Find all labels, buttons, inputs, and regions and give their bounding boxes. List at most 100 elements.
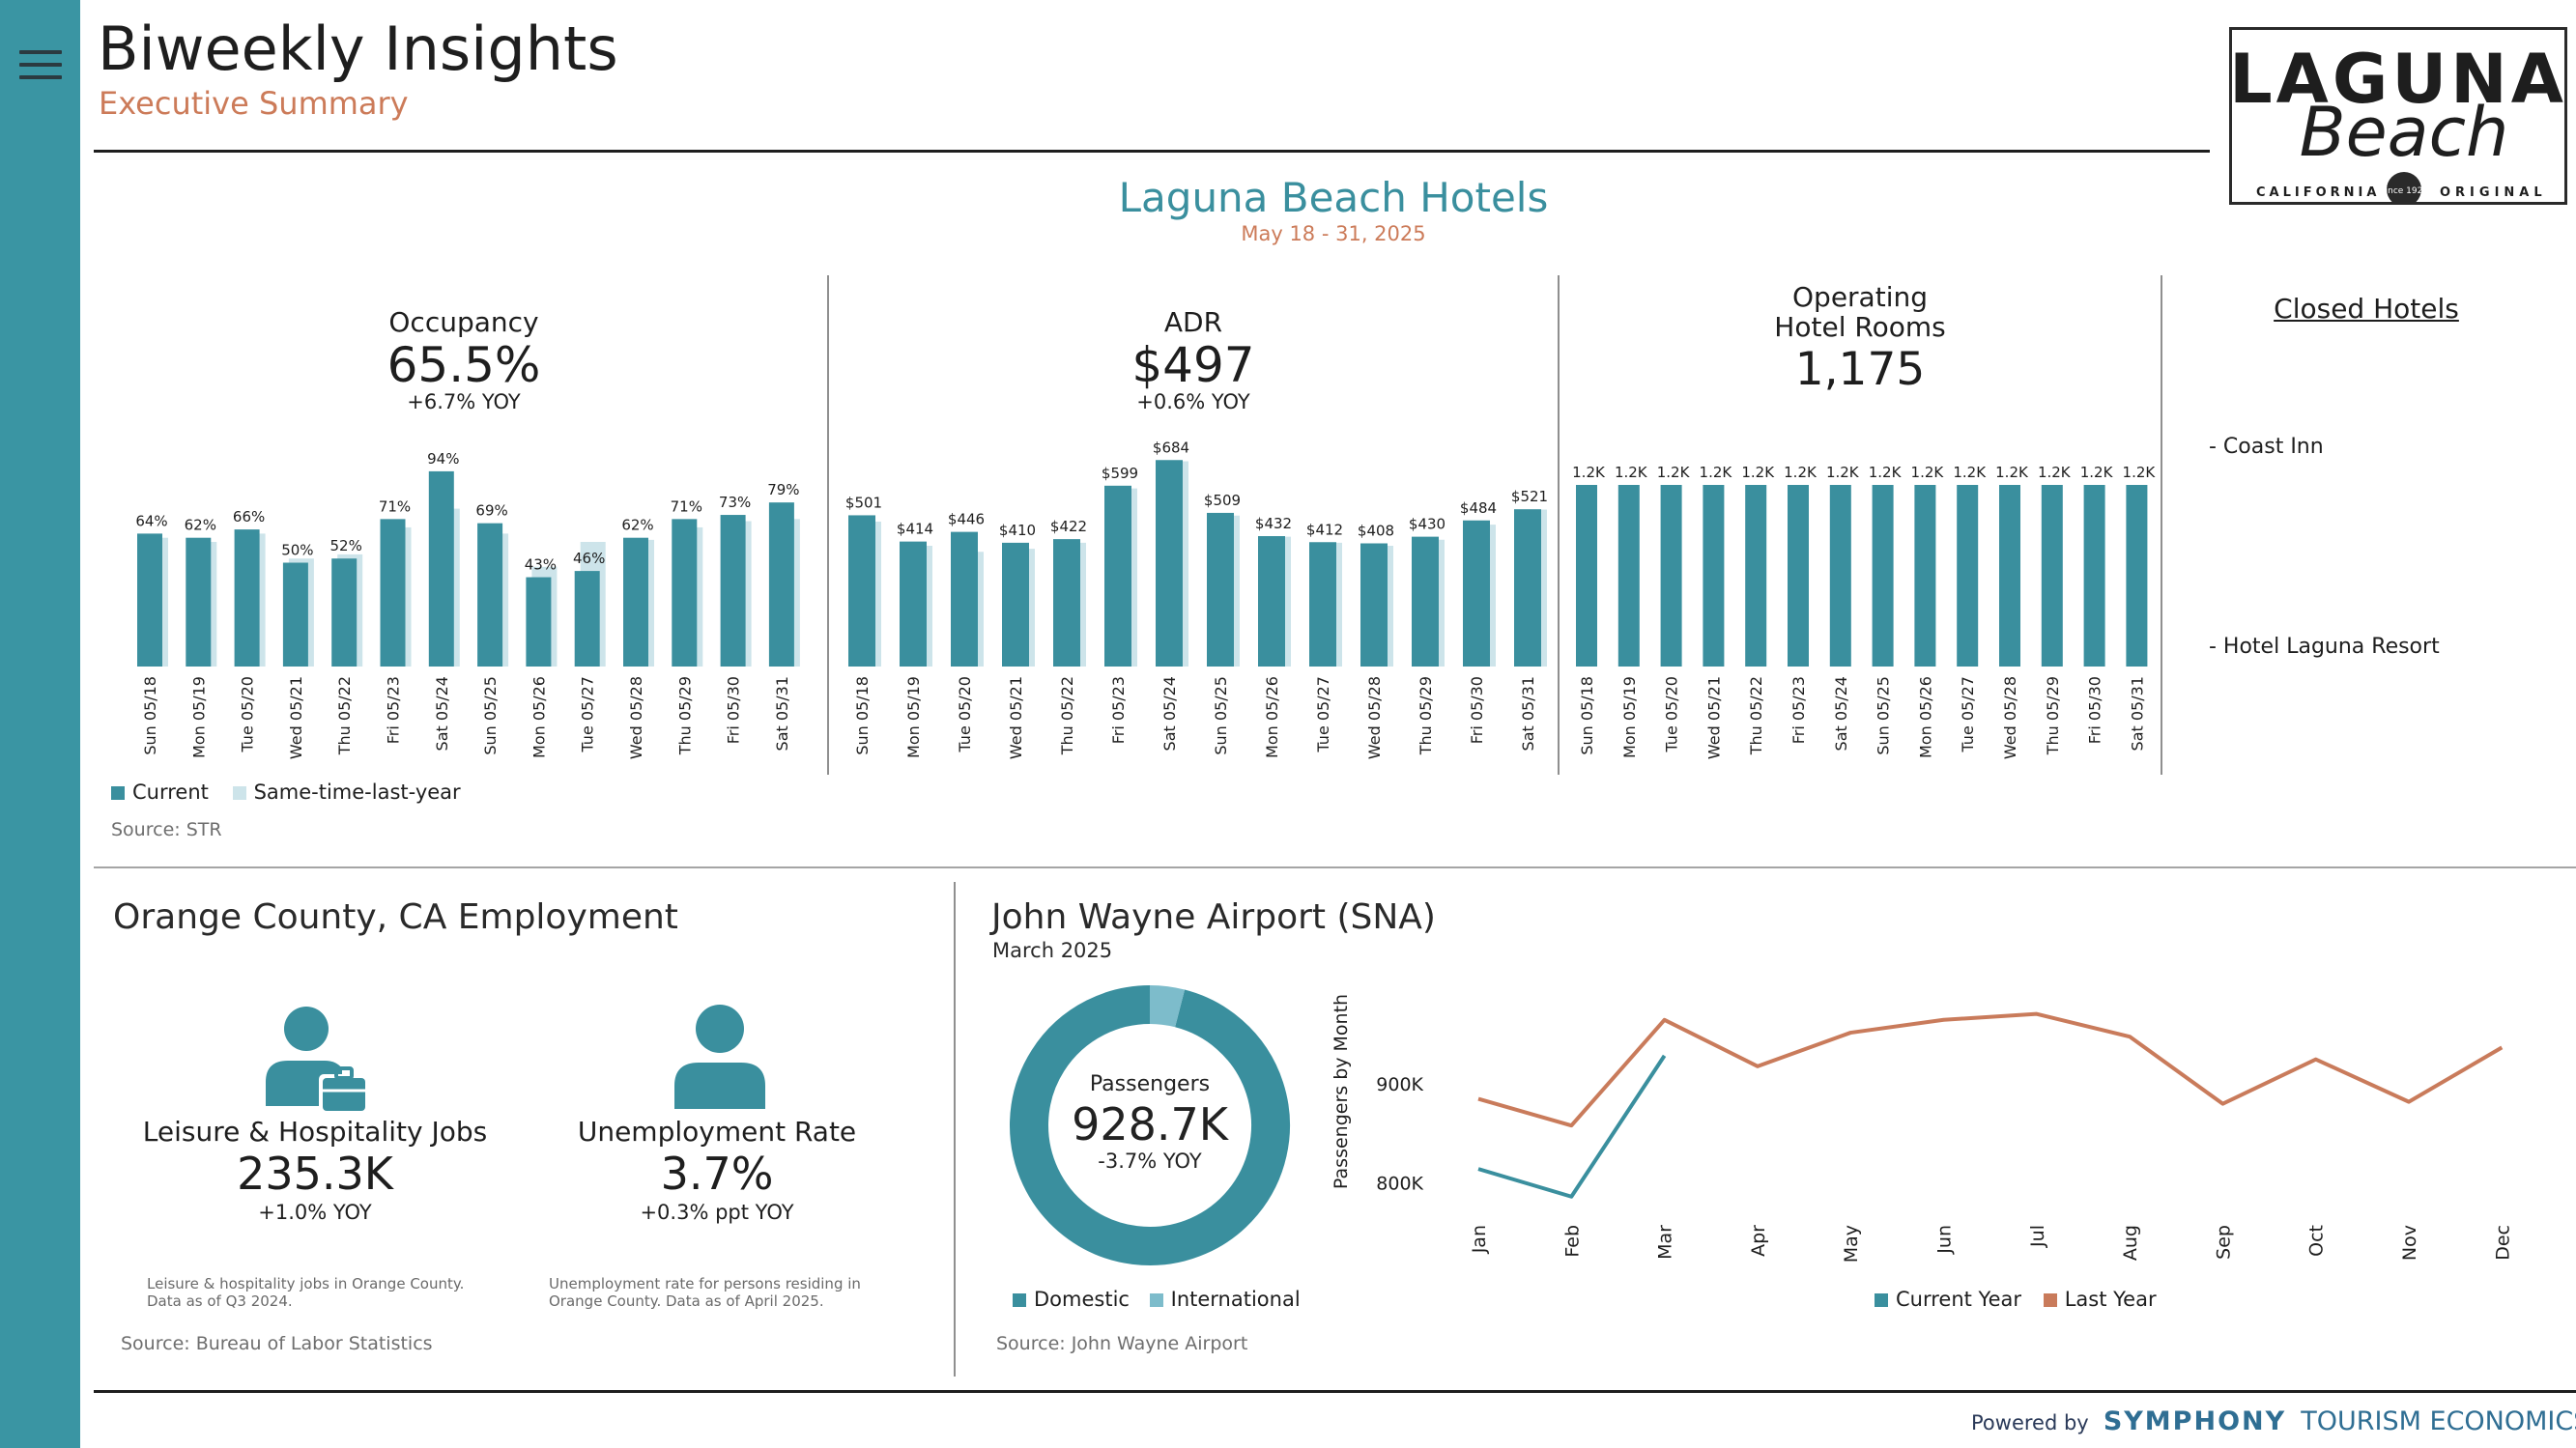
footer-tourism-economics: TOURISM ECONOMICS: [2301, 1406, 2576, 1436]
closed-hotel-item: - Coast Inn: [2209, 435, 2324, 459]
x-tick-label: Wed 05/21: [1007, 676, 1025, 759]
x-tick-label: Wed 05/21: [1704, 676, 1723, 759]
divider-occ-adr: [827, 275, 829, 775]
x-tick-label: Thu 05/29: [1417, 676, 1435, 755]
bar-label: 1.2K: [1869, 464, 1903, 481]
jobs-value: 235.3K: [237, 1148, 393, 1200]
bar-current: [137, 533, 162, 667]
x-tick-label: Oct: [2306, 1225, 2328, 1257]
x-tick-label: Feb: [1561, 1225, 1583, 1258]
x-tick-label: May: [1841, 1225, 1862, 1263]
x-tick-label: Thu 05/22: [335, 676, 354, 755]
bar-label: 64%: [135, 512, 167, 529]
bar-label: $432: [1255, 515, 1292, 532]
page-subtitle: Executive Summary: [99, 85, 409, 122]
bar-label: 94%: [427, 450, 459, 468]
bar-label: 62%: [621, 517, 653, 534]
bar-current: [1872, 485, 1894, 667]
footer-powered-by: Powered by: [1971, 1411, 2089, 1434]
person-icon: [674, 1005, 765, 1109]
legend-current-swatch: [111, 786, 125, 800]
bar-current: [1514, 509, 1541, 667]
legend-last-year-item: Same-time-last-year: [232, 781, 461, 804]
bar-current: [768, 502, 794, 667]
page-title: Biweekly Insights: [98, 14, 618, 84]
bar-current: [526, 577, 552, 667]
airport-source: Source: John Wayne Airport: [996, 1333, 1248, 1354]
closed-hotel-item: - Hotel Laguna Resort: [2209, 635, 2440, 659]
x-tick-label: Mon 05/26: [1263, 676, 1281, 758]
donut-center: Passengers 928.7K -3.7% YOY: [1005, 980, 1295, 1270]
x-tick-label: Sun 05/25: [1875, 676, 1893, 755]
rooms-chart: 1.2K Sun 05/18 1.2K Mon 05/19 1.2K Tue 05/20 1…: [1572, 464, 2156, 759]
bar-current: [2083, 485, 2105, 667]
bar-current: [1104, 485, 1131, 667]
legend-international-label: International: [1170, 1288, 1301, 1311]
bar-current: [1576, 485, 1597, 667]
bar-label: $446: [948, 511, 985, 528]
bar-label: 71%: [379, 497, 411, 515]
menu-icon[interactable]: [19, 50, 62, 87]
y-tick-label: 800K: [1376, 1173, 1423, 1194]
hotels-title: Laguna Beach Hotels: [1118, 174, 1549, 221]
bar-label: 1.2K: [1953, 464, 1987, 481]
bar-label: 1.2K: [1741, 464, 1775, 481]
bar-current: [1207, 512, 1234, 667]
bar-current: [720, 515, 746, 667]
divider-rooms-closed: [2161, 275, 2162, 775]
x-tick-label: Mon 05/19: [904, 676, 923, 758]
logo-left-text: CALIFORNIA: [2256, 185, 2380, 200]
unemployment-note-line1: Unemployment rate for persons residing i…: [549, 1275, 861, 1292]
x-tick-label: Sun 05/18: [141, 676, 159, 755]
bar-current: [900, 541, 927, 667]
adr-chart: $501 Sun 05/18 $414 Mon 05/19 $446 Tue 05/20 $…: [845, 439, 1548, 759]
x-tick-label: Dec: [2492, 1225, 2513, 1261]
bar-label: $414: [897, 521, 933, 538]
x-tick-label: Sat 05/31: [773, 676, 791, 751]
legend-current-year-label: Current Year: [1896, 1288, 2022, 1311]
x-tick-label: Sat 05/24: [433, 676, 451, 751]
x-tick-label: Jun: [1934, 1225, 1956, 1255]
unemployment-label: Unemployment Rate: [577, 1116, 857, 1148]
sidebar: [0, 0, 80, 1448]
unemployment-note: Unemployment rate for persons residing i…: [549, 1275, 935, 1310]
bar-label: 73%: [719, 494, 751, 511]
employment-source: Source: Bureau of Labor Statistics: [121, 1333, 433, 1354]
x-tick-label: Mon 05/19: [1620, 676, 1639, 758]
jobs-note: Leisure & hospitality jobs in Orange Cou…: [147, 1275, 533, 1310]
bar-current: [1053, 539, 1080, 667]
bar-current: [282, 562, 308, 667]
closed-hotels-title[interactable]: Closed Hotels: [2274, 293, 2459, 325]
adr-value: $497: [1131, 337, 1255, 393]
x-tick-label: Fri 05/30: [725, 676, 743, 744]
bar-label: $599: [1102, 465, 1138, 482]
bar-current: [1660, 485, 1682, 667]
legend-last-year-line-item: Last Year: [2043, 1288, 2157, 1311]
unemployment-value: 3.7%: [660, 1148, 774, 1200]
bar-label: $509: [1204, 492, 1241, 509]
x-tick-label: Apr: [1748, 1225, 1769, 1257]
x-tick-label: Sun 05/25: [481, 676, 500, 755]
bar-current: [1999, 485, 2020, 667]
bar-label: 71%: [671, 497, 702, 515]
series-line-last-year: [1477, 1011, 2504, 1128]
hotels-date-range: May 18 - 31, 2025: [1241, 222, 1426, 245]
bar-label: $410: [999, 522, 1036, 539]
legend-current-year-swatch: [1875, 1293, 1888, 1307]
bar-label: 1.2K: [2080, 464, 2114, 481]
x-tick-label: Sat 05/31: [1519, 676, 1537, 751]
bar-label: 43%: [525, 556, 557, 574]
x-tick-label: Sep: [2213, 1225, 2234, 1260]
bar-current: [1745, 485, 1767, 667]
x-tick-label: Fri 05/30: [2086, 676, 2104, 744]
passengers-line-chart: Passengers by Month 800K 900K Jan Feb Mar Apr M…: [1331, 994, 2513, 1263]
x-tick-label: Sun 05/18: [1578, 676, 1596, 755]
x-tick-label: Sun 05/18: [853, 676, 872, 755]
bar-label: 1.2K: [2038, 464, 2072, 481]
bar-label: 1.2K: [1700, 464, 1733, 481]
passenger-donut: [1010, 985, 1290, 1265]
bar-label: $422: [1050, 518, 1087, 535]
x-tick-label: Sat 05/24: [1160, 676, 1179, 751]
x-tick-label: Wed 05/21: [287, 676, 305, 759]
occupancy-yoy: +6.7% YOY: [407, 390, 521, 413]
